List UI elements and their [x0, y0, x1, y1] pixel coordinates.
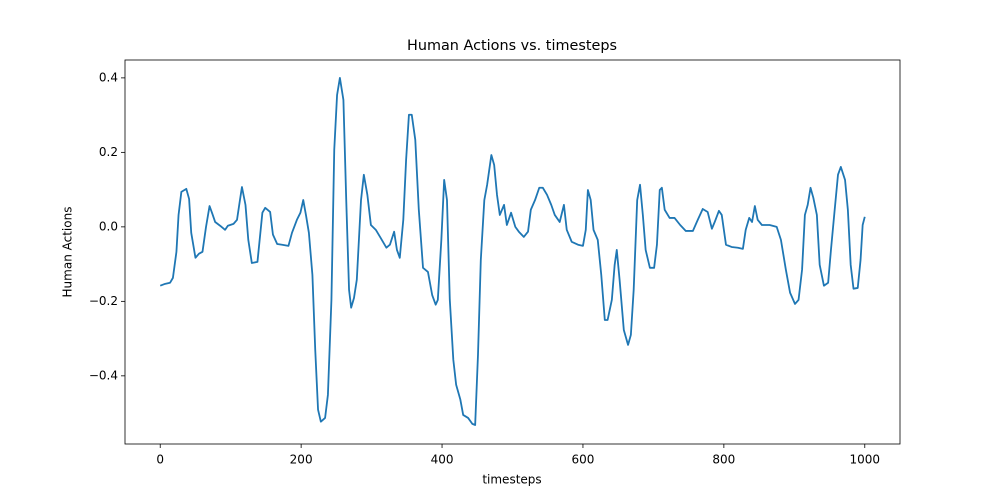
x-tick-label: 600 [572, 453, 595, 467]
x-tick-label: 800 [712, 453, 735, 467]
data-line [159, 76, 866, 426]
x-tick-label: 1000 [849, 453, 880, 467]
y-tick-label: −0.2 [89, 294, 118, 308]
y-tick-label: 0.4 [99, 70, 118, 84]
y-tick-label: 0.2 [99, 145, 118, 159]
plot-frame [124, 59, 901, 445]
x-tick-label: 0 [156, 453, 164, 467]
chart-title: Human Actions vs. timesteps [407, 38, 617, 54]
x-tick-label: 400 [431, 453, 454, 467]
x-tick-label: 200 [290, 453, 313, 467]
y-axis-label: Human Actions [61, 207, 75, 298]
y-tick-label: 0.0 [99, 219, 118, 233]
y-tick-label: −0.4 [89, 368, 118, 382]
x-axis-label: timesteps [482, 473, 541, 487]
